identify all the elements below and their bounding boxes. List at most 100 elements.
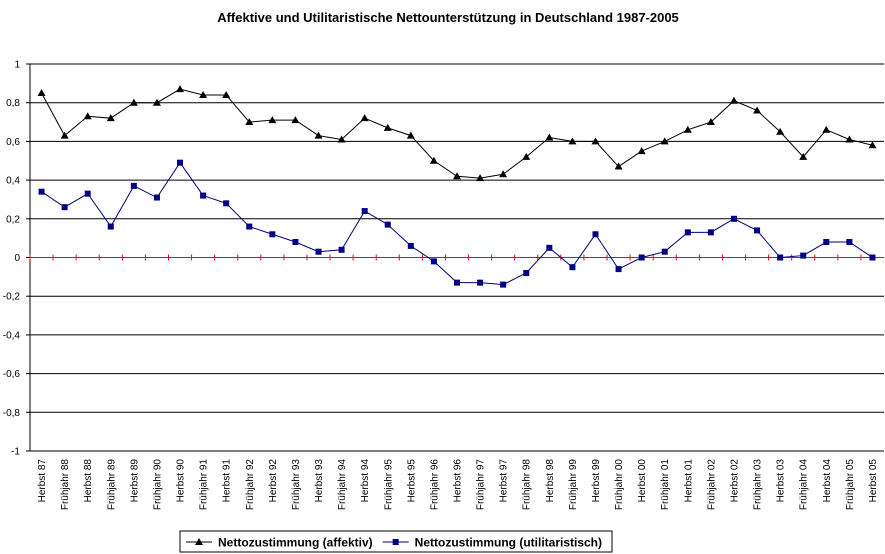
legend: Nettozustimmung (affektiv) Nettozustimmun… — [179, 530, 613, 553]
data-point — [706, 118, 715, 126]
data-point — [799, 152, 808, 160]
data-point — [361, 208, 368, 215]
data-point — [660, 137, 669, 145]
x-tick-label: Herbst 97 — [499, 459, 510, 503]
x-tick-label: Frühjahr 95 — [383, 459, 394, 511]
data-point — [569, 264, 576, 271]
data-point — [177, 159, 184, 166]
x-tick-label: Frühjahr 99 — [568, 459, 579, 511]
data-point — [615, 266, 622, 273]
x-tick-label: Herbst 99 — [591, 459, 602, 503]
x-tick-label: Frühjahr 97 — [476, 459, 487, 511]
data-point — [176, 85, 185, 93]
data-point — [477, 279, 484, 286]
data-point — [568, 137, 577, 145]
data-point — [822, 125, 831, 133]
data-point — [83, 112, 92, 120]
data-point — [454, 279, 460, 286]
y-tick-label: -0,6 — [3, 369, 21, 380]
x-tick-label: Herbst 93 — [314, 459, 325, 503]
data-point — [222, 90, 231, 98]
data-point — [730, 215, 737, 222]
y-tick-label: 0,2 — [6, 214, 20, 225]
data-point — [37, 89, 46, 97]
data-point — [638, 254, 645, 261]
data-point — [683, 125, 692, 133]
data-point — [684, 229, 691, 236]
data-point — [107, 223, 114, 230]
y-tick-label: 0,4 — [6, 176, 20, 187]
data-point — [199, 90, 208, 98]
data-point — [846, 239, 853, 246]
data-point — [545, 133, 554, 141]
data-point — [637, 147, 646, 155]
y-tick-label: 0,6 — [6, 137, 20, 148]
y-tick-label: -1 — [11, 447, 20, 458]
x-tick-label: Frühjahr 94 — [337, 459, 348, 511]
x-tick-label: Frühjahr 90 — [152, 459, 163, 511]
x-tick-label: Frühjahr 03 — [753, 459, 764, 511]
data-point — [130, 182, 137, 189]
x-tick-label: Herbst 00 — [637, 459, 648, 503]
y-tick-label: -0,8 — [3, 408, 21, 419]
x-tick-label: Herbst 87 — [37, 459, 48, 503]
data-point — [384, 221, 391, 228]
data-point — [591, 137, 600, 145]
data-point — [269, 231, 276, 238]
data-point — [800, 252, 807, 259]
data-point — [407, 242, 414, 249]
data-point — [337, 135, 346, 143]
x-tick-label: Frühjahr 00 — [614, 459, 625, 511]
data-point — [777, 254, 784, 261]
x-tick-label: Herbst 98 — [545, 459, 556, 503]
data-point — [845, 135, 854, 143]
x-tick-label: Herbst 05 — [868, 459, 879, 503]
data-point — [84, 190, 91, 197]
data-point — [729, 96, 738, 104]
data-point — [523, 269, 530, 276]
data-point — [522, 152, 531, 160]
y-tick-label: -0,2 — [3, 292, 21, 303]
x-tick-label: Herbst 03 — [776, 459, 787, 503]
y-tick-label: -0,4 — [3, 330, 21, 341]
legend-label: Nettozustimmung (utilitaristisch) — [415, 536, 602, 550]
chart-title: Affektive und Utilitaristische Nettounte… — [217, 10, 679, 25]
series-line — [41, 161, 873, 286]
data-point — [499, 170, 508, 178]
data-point — [546, 244, 553, 251]
x-tick-label: Frühjahr 88 — [60, 459, 71, 511]
x-tick-label: Frühjahr 02 — [706, 459, 717, 511]
x-tick-label: Frühjahr 01 — [660, 459, 671, 511]
legend-label: Nettozustimmung (affektiv) — [218, 536, 373, 550]
data-point — [500, 281, 507, 288]
x-tick-label: Frühjahr 96 — [429, 459, 440, 511]
data-point — [60, 131, 69, 139]
data-point — [406, 131, 415, 139]
data-point — [314, 131, 323, 139]
data-point — [360, 114, 369, 122]
x-tick-label: Frühjahr 92 — [245, 459, 256, 511]
data-point — [38, 188, 45, 195]
x-tick-label: Herbst 90 — [176, 459, 187, 503]
y-tick-label: 0,8 — [6, 98, 20, 109]
x-tick-label: Herbst 94 — [360, 459, 371, 503]
legend-marker — [195, 538, 203, 545]
x-tick-label: Frühjahr 98 — [522, 459, 533, 511]
data-point — [707, 229, 714, 236]
data-point — [661, 248, 668, 255]
x-tick-label: Frühjahr 93 — [291, 459, 302, 511]
data-point — [152, 98, 161, 106]
y-tick-label: 1 — [14, 60, 20, 71]
data-point — [776, 127, 785, 135]
x-tick-label: Herbst 96 — [453, 459, 464, 503]
data-point — [292, 239, 299, 246]
data-point — [315, 248, 322, 255]
x-tick-label: Herbst 02 — [729, 459, 740, 503]
data-point — [246, 223, 253, 230]
data-point — [291, 116, 300, 124]
data-point — [383, 123, 392, 131]
y-tick-label: 0 — [14, 253, 20, 264]
x-tick-label: Herbst 89 — [129, 459, 140, 503]
data-point — [200, 192, 207, 199]
